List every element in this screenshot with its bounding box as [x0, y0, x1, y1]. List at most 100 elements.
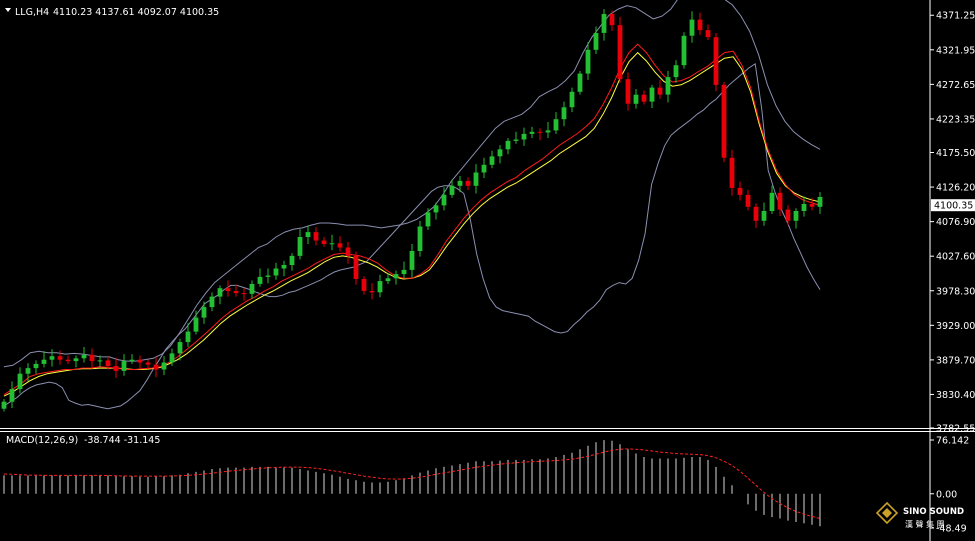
candle-body [201, 307, 207, 318]
price-tick-label: 3879.70 [936, 355, 975, 366]
candle-body [385, 278, 391, 282]
candle [473, 164, 479, 194]
macd-tick-label: 0.00 [936, 489, 957, 500]
macd-tick: 0.00 [930, 489, 957, 500]
candle [497, 145, 503, 164]
candle [569, 87, 575, 113]
candle [201, 301, 207, 324]
candle-body [569, 91, 575, 108]
candle [521, 127, 527, 146]
candle [577, 70, 583, 95]
macd-axis: 76.142 0.00 -48.49 [930, 436, 969, 535]
candle [601, 9, 607, 41]
candle [761, 202, 767, 226]
candle [681, 32, 687, 69]
macd-values: -38.744 -31.145 [84, 435, 160, 446]
candle [153, 356, 159, 378]
candle [97, 355, 103, 367]
candlestick-series [1, 9, 823, 412]
candle-body [529, 131, 535, 134]
candle [769, 185, 775, 214]
candle [697, 12, 703, 36]
candle-body [625, 79, 631, 104]
candle [329, 234, 335, 251]
candle-body [1, 401, 7, 409]
candle [73, 355, 79, 368]
candle-body [553, 119, 559, 131]
candle-body [409, 251, 415, 270]
candle-body [353, 255, 359, 279]
candle [481, 157, 487, 179]
candle-body [769, 192, 775, 211]
candle-body [721, 84, 727, 158]
candle [377, 274, 383, 298]
candle-body [729, 157, 735, 188]
candle-body [81, 354, 87, 359]
candle [665, 70, 671, 103]
candle-body [41, 359, 47, 364]
price-tick-label: 4126.20 [936, 183, 975, 194]
candle-body [561, 107, 567, 120]
candle-body [289, 255, 295, 265]
candle [385, 273, 391, 284]
candle-body [801, 204, 807, 211]
candle [81, 347, 87, 363]
candle [289, 253, 295, 271]
candle-body [97, 360, 103, 362]
candle [433, 202, 439, 220]
candle [1, 398, 7, 412]
candle-body [585, 49, 591, 74]
candle [593, 26, 599, 54]
candle [353, 251, 359, 285]
candle-body [57, 356, 63, 360]
candle [297, 229, 303, 260]
candle [225, 280, 231, 297]
candle-body [521, 133, 527, 140]
candle-body [113, 366, 119, 371]
price-tick-label: 4321.95 [936, 45, 975, 56]
candle-body [673, 65, 679, 78]
price-tick-label: 3929.00 [936, 321, 975, 332]
current-price-box [931, 199, 975, 212]
candle-body [337, 243, 343, 248]
candle [169, 348, 175, 366]
candle-body [233, 291, 239, 294]
candle [273, 262, 279, 280]
candle [585, 42, 591, 80]
price-tick-label: 4027.60 [936, 252, 975, 263]
triangle-down-icon[interactable] [5, 8, 11, 12]
candle-body [137, 359, 143, 363]
candle-body [297, 237, 303, 256]
candle [321, 236, 327, 247]
candle [145, 359, 151, 369]
candle-body [249, 284, 255, 294]
candle-body [305, 232, 311, 237]
candle [785, 205, 791, 226]
candle-body [49, 356, 55, 360]
candle-body [617, 25, 623, 80]
candle-body [321, 240, 327, 244]
macd-tick-label: 76.142 [936, 436, 969, 447]
candle-body [537, 131, 543, 133]
candle [129, 354, 135, 364]
candle [457, 175, 463, 193]
price-tick: 4371.25 [930, 11, 975, 22]
candle [337, 236, 343, 252]
candle-body [681, 35, 687, 66]
candle-body [265, 275, 271, 277]
candle [9, 381, 15, 409]
current-price-marker: 4100.35 [931, 199, 975, 212]
candle-body [281, 265, 287, 269]
candle-body [225, 288, 231, 291]
macd-tick: -48.49 [930, 524, 967, 535]
candle-body [657, 87, 663, 95]
current-price-label: 4100.35 [934, 201, 973, 212]
candle [113, 357, 119, 378]
candle [753, 203, 759, 228]
candle [721, 82, 727, 162]
candle-body [497, 149, 503, 157]
candle [465, 177, 471, 191]
candle [17, 367, 23, 394]
